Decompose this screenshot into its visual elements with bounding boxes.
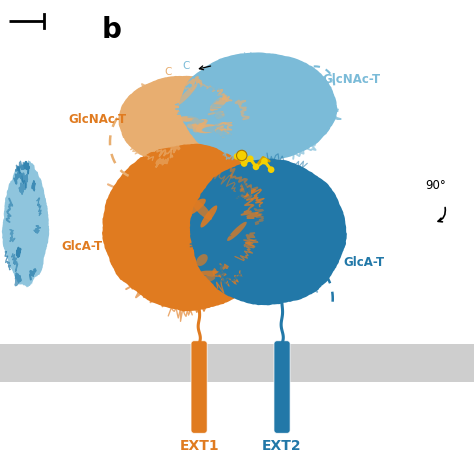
Ellipse shape — [187, 119, 207, 129]
Ellipse shape — [273, 240, 298, 260]
Ellipse shape — [139, 118, 165, 132]
Polygon shape — [102, 144, 277, 311]
Ellipse shape — [248, 217, 261, 233]
Text: GlcA-T: GlcA-T — [344, 256, 384, 269]
Text: GlcNAc-T: GlcNAc-T — [323, 73, 381, 86]
Ellipse shape — [237, 108, 248, 118]
Ellipse shape — [210, 96, 228, 111]
Ellipse shape — [255, 79, 269, 87]
Polygon shape — [179, 53, 337, 161]
Ellipse shape — [191, 119, 208, 127]
Ellipse shape — [274, 213, 284, 225]
Ellipse shape — [284, 248, 305, 255]
Ellipse shape — [182, 199, 206, 217]
Circle shape — [234, 153, 240, 160]
Circle shape — [247, 155, 254, 162]
Ellipse shape — [162, 222, 184, 229]
Ellipse shape — [178, 116, 199, 122]
Ellipse shape — [244, 263, 264, 274]
Text: EXT2: EXT2 — [262, 438, 302, 453]
Ellipse shape — [163, 131, 175, 143]
Circle shape — [261, 158, 268, 164]
Ellipse shape — [252, 90, 264, 100]
Ellipse shape — [226, 86, 238, 99]
Ellipse shape — [244, 201, 260, 209]
Text: C: C — [164, 67, 172, 77]
Ellipse shape — [276, 219, 296, 228]
Ellipse shape — [250, 221, 261, 231]
Ellipse shape — [157, 222, 182, 231]
Ellipse shape — [201, 205, 217, 228]
Ellipse shape — [185, 276, 215, 285]
Circle shape — [241, 160, 247, 167]
Ellipse shape — [177, 184, 197, 192]
Text: GlcA-T: GlcA-T — [61, 240, 102, 253]
Ellipse shape — [210, 122, 227, 130]
Ellipse shape — [139, 109, 163, 118]
Ellipse shape — [227, 222, 247, 241]
Ellipse shape — [141, 93, 171, 102]
Polygon shape — [190, 159, 347, 305]
Ellipse shape — [225, 262, 241, 273]
FancyBboxPatch shape — [274, 341, 290, 433]
Ellipse shape — [159, 130, 173, 141]
Text: GlcNAc-T: GlcNAc-T — [68, 113, 126, 126]
Ellipse shape — [138, 190, 153, 201]
Ellipse shape — [263, 225, 290, 238]
Ellipse shape — [292, 91, 320, 100]
Ellipse shape — [292, 258, 313, 272]
Ellipse shape — [225, 85, 254, 94]
Ellipse shape — [255, 238, 266, 251]
Bar — [0, 344, 474, 382]
Ellipse shape — [162, 169, 181, 178]
Ellipse shape — [239, 75, 257, 82]
Ellipse shape — [279, 272, 303, 283]
Text: N: N — [195, 398, 203, 408]
Text: b: b — [101, 16, 121, 44]
Ellipse shape — [239, 185, 257, 201]
Ellipse shape — [133, 98, 159, 106]
Ellipse shape — [193, 121, 205, 132]
Ellipse shape — [196, 124, 218, 133]
Circle shape — [253, 164, 259, 170]
Ellipse shape — [279, 128, 304, 137]
Polygon shape — [2, 161, 49, 288]
Ellipse shape — [157, 246, 177, 259]
Ellipse shape — [163, 202, 179, 210]
Ellipse shape — [246, 243, 264, 264]
Ellipse shape — [242, 92, 270, 102]
Polygon shape — [118, 76, 247, 166]
Text: C: C — [182, 61, 190, 72]
Ellipse shape — [209, 79, 222, 98]
Ellipse shape — [268, 215, 289, 227]
Ellipse shape — [202, 126, 222, 132]
Ellipse shape — [196, 254, 208, 266]
Ellipse shape — [236, 250, 250, 259]
Ellipse shape — [267, 91, 286, 104]
Ellipse shape — [232, 92, 242, 103]
Ellipse shape — [131, 246, 146, 258]
FancyArrowPatch shape — [438, 208, 446, 222]
Circle shape — [237, 150, 247, 161]
Ellipse shape — [176, 83, 198, 106]
Ellipse shape — [182, 166, 200, 175]
Ellipse shape — [277, 77, 293, 91]
Text: EXT1: EXT1 — [179, 438, 219, 453]
Ellipse shape — [200, 271, 227, 277]
FancyBboxPatch shape — [191, 341, 207, 433]
Ellipse shape — [252, 218, 272, 237]
Text: N: N — [278, 398, 286, 408]
Circle shape — [268, 166, 274, 173]
Ellipse shape — [147, 273, 173, 284]
Text: 90°: 90° — [426, 179, 447, 192]
Ellipse shape — [161, 262, 173, 270]
Ellipse shape — [191, 199, 212, 220]
